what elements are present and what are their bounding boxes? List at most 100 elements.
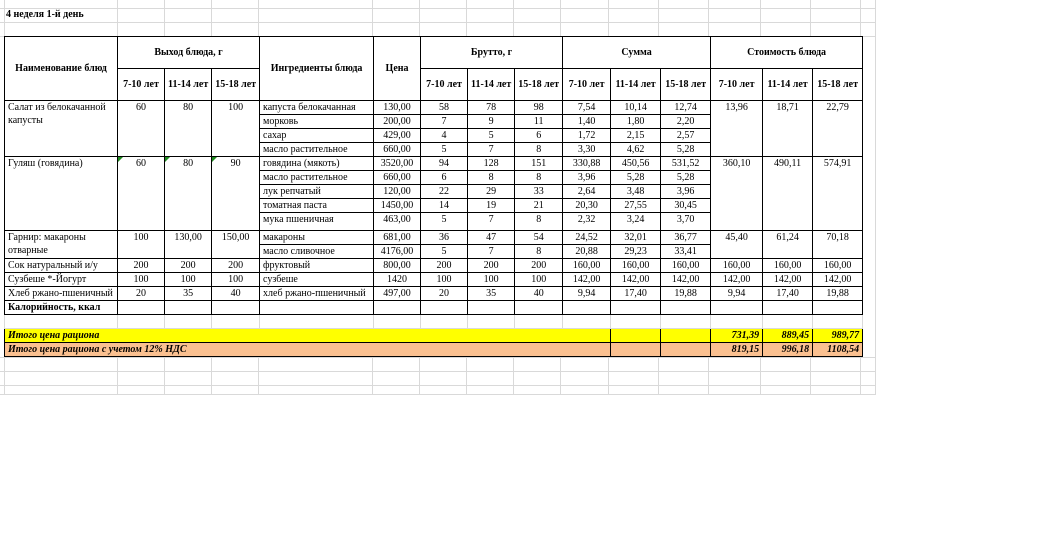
- ingredient-sum[interactable]: 12,74: [660, 100, 712, 115]
- total-label[interactable]: Итого цена рациона с учетом 12% НДС: [3, 342, 612, 357]
- empty-cell[interactable]: [259, 300, 375, 315]
- ingredient-name[interactable]: капуста белокачанная: [259, 100, 375, 115]
- empty-cell[interactable]: [562, 300, 612, 315]
- dish-cost[interactable]: 17,40: [762, 286, 814, 301]
- ingredient-gross[interactable]: 9: [467, 114, 516, 129]
- ingredient-gross[interactable]: 100: [420, 272, 469, 287]
- empty-cell[interactable]: [420, 314, 469, 329]
- header-gross-age-0[interactable]: 7-10 лет: [420, 68, 469, 101]
- dish-output[interactable]: 100: [117, 272, 165, 287]
- ingredient-gross[interactable]: 78: [467, 100, 516, 115]
- empty-cell[interactable]: [163, 300, 213, 315]
- total-value[interactable]: 889,45: [762, 328, 814, 343]
- empty-cell[interactable]: [660, 328, 712, 343]
- ingredient-name[interactable]: сахар: [259, 128, 375, 143]
- ingredient-name[interactable]: томатная паста: [259, 198, 375, 213]
- total-label[interactable]: Итого цена рациона: [3, 328, 612, 343]
- dish-cost[interactable]: 142,00: [762, 272, 814, 287]
- ingredient-gross[interactable]: 5: [420, 142, 469, 157]
- dish-cost[interactable]: 574,91: [812, 156, 864, 231]
- ingredient-sum[interactable]: 1,40: [562, 114, 612, 129]
- ingredient-sum[interactable]: 4,62: [610, 142, 662, 157]
- ingredient-price[interactable]: 130,00: [373, 100, 422, 115]
- ingredient-gross[interactable]: 200: [514, 258, 564, 273]
- ingredient-gross[interactable]: 47: [467, 230, 516, 245]
- ingredient-gross[interactable]: 8: [514, 170, 564, 185]
- ingredient-price[interactable]: 660,00: [373, 142, 422, 157]
- empty-cell[interactable]: [660, 342, 712, 357]
- ingredient-gross[interactable]: 21: [514, 198, 564, 213]
- empty-cell[interactable]: [467, 300, 516, 315]
- dish-output[interactable]: 200: [211, 258, 261, 273]
- header-sum-age-1[interactable]: 11-14 лет: [610, 68, 662, 101]
- ingredient-name[interactable]: фруктовый: [259, 258, 375, 273]
- dish-output[interactable]: 100: [211, 100, 261, 157]
- empty-cell[interactable]: [610, 314, 662, 329]
- dish-output[interactable]: 80: [163, 156, 213, 231]
- dish-cost[interactable]: 142,00: [812, 272, 864, 287]
- header-dish-cost[interactable]: Стоимость блюда: [710, 36, 864, 69]
- ingredient-gross[interactable]: 58: [420, 100, 469, 115]
- dish-name[interactable]: Гарнир: макароны отварные: [4, 230, 118, 259]
- dish-output[interactable]: 130,00: [163, 230, 213, 259]
- ingredient-sum[interactable]: 10,14: [610, 100, 662, 115]
- empty-cell[interactable]: [211, 300, 261, 315]
- ingredient-sum[interactable]: 2,32: [562, 212, 612, 231]
- ingredient-gross[interactable]: 36: [420, 230, 469, 245]
- dish-cost[interactable]: 160,00: [762, 258, 814, 273]
- total-value[interactable]: 996,18: [762, 342, 814, 357]
- ingredient-gross[interactable]: 33: [514, 184, 564, 199]
- empty-cell[interactable]: [4, 314, 118, 329]
- ingredient-name[interactable]: макароны: [259, 230, 375, 245]
- ingredient-gross[interactable]: 6: [514, 128, 564, 143]
- ingredient-gross[interactable]: 100: [514, 272, 564, 287]
- ingredient-gross[interactable]: 29: [467, 184, 516, 199]
- ingredient-price[interactable]: 4176,00: [373, 244, 422, 259]
- ingredient-sum[interactable]: 3,96: [660, 184, 712, 199]
- header-dish-name[interactable]: Наименование блюд: [4, 36, 118, 101]
- ingredient-gross[interactable]: 98: [514, 100, 564, 115]
- empty-cell[interactable]: [710, 300, 764, 315]
- dish-output[interactable]: 90: [211, 156, 261, 231]
- empty-cell[interactable]: [117, 300, 165, 315]
- ingredient-sum[interactable]: 1,80: [610, 114, 662, 129]
- dish-name[interactable]: Сузбеше *-Йогурт: [4, 272, 118, 287]
- ingredient-name[interactable]: сузбеше: [259, 272, 375, 287]
- dish-cost[interactable]: 490,11: [762, 156, 814, 231]
- dish-output[interactable]: 40: [211, 286, 261, 301]
- ingredient-gross[interactable]: 14: [420, 198, 469, 213]
- ingredient-name[interactable]: масло растительное: [259, 142, 375, 157]
- empty-cell[interactable]: [610, 328, 662, 343]
- header-output-age-2[interactable]: 15-18 лет: [211, 68, 261, 101]
- ingredient-sum[interactable]: 160,00: [610, 258, 662, 273]
- total-value[interactable]: 989,77: [812, 328, 864, 343]
- header-sum-age-2[interactable]: 15-18 лет: [660, 68, 712, 101]
- header-sum[interactable]: Сумма: [562, 36, 712, 69]
- empty-cell[interactable]: [259, 314, 375, 329]
- ingredient-name[interactable]: хлеб ржано-пшеничный: [259, 286, 375, 301]
- dish-cost[interactable]: 9,94: [710, 286, 764, 301]
- empty-cell[interactable]: [710, 314, 764, 329]
- ingredient-gross[interactable]: 7: [420, 114, 469, 129]
- ingredient-gross[interactable]: 8: [514, 142, 564, 157]
- header-gross-age-2[interactable]: 15-18 лет: [514, 68, 564, 101]
- empty-cell[interactable]: [420, 300, 469, 315]
- ingredient-sum[interactable]: 160,00: [562, 258, 612, 273]
- empty-cell[interactable]: [562, 314, 612, 329]
- ingredient-name[interactable]: масло сливочное: [259, 244, 375, 259]
- header-ingredients[interactable]: Ингредиенты блюда: [259, 36, 375, 101]
- ingredient-gross[interactable]: 7: [467, 212, 516, 231]
- ingredient-price[interactable]: 1450,00: [373, 198, 422, 213]
- ingredient-price[interactable]: 800,00: [373, 258, 422, 273]
- ingredient-gross[interactable]: 5: [420, 212, 469, 231]
- dish-output[interactable]: 20: [117, 286, 165, 301]
- total-value[interactable]: 819,15: [710, 342, 764, 357]
- ingredient-name[interactable]: мука пшеничная: [259, 212, 375, 231]
- ingredient-gross[interactable]: 100: [467, 272, 516, 287]
- ingredient-gross[interactable]: 11: [514, 114, 564, 129]
- dish-output[interactable]: 150,00: [211, 230, 261, 259]
- dish-cost[interactable]: 360,10: [710, 156, 764, 231]
- dish-output[interactable]: 100: [163, 272, 213, 287]
- dish-cost[interactable]: 13,96: [710, 100, 764, 157]
- ingredient-sum[interactable]: 142,00: [562, 272, 612, 287]
